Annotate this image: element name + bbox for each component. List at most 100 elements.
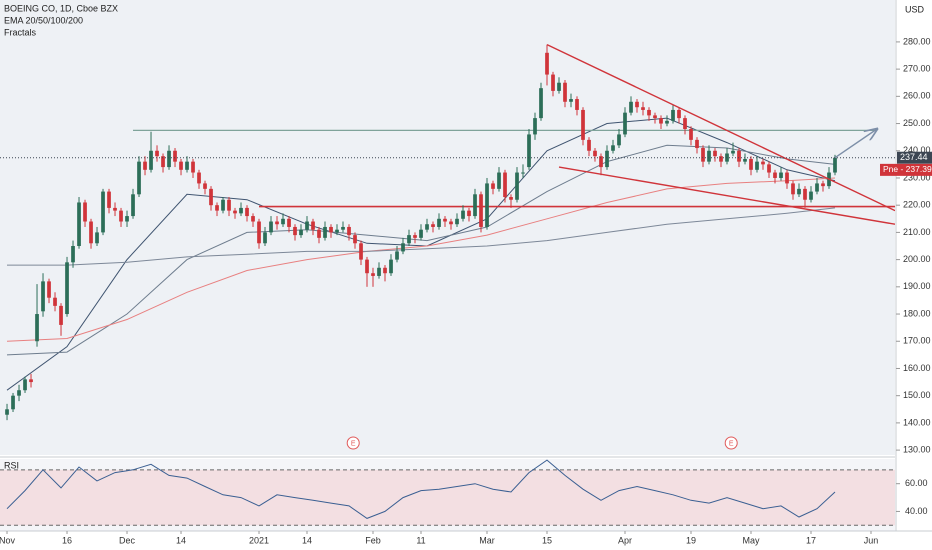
candle-body (731, 150, 735, 154)
candle-body (497, 172, 501, 189)
y-tick-label: 260.00 (903, 91, 931, 101)
candle-body (281, 218, 285, 225)
candle-body (431, 224, 435, 227)
candle-body (335, 229, 339, 233)
x-tick-label: 16 (62, 535, 72, 545)
alert-label: Pne - 237.39 (883, 164, 932, 174)
candle-body (617, 134, 621, 146)
candle-body (713, 150, 717, 157)
candle-body (311, 221, 315, 230)
candle-body (821, 183, 825, 187)
candle-body (359, 243, 363, 260)
candle-body (107, 191, 111, 208)
candle-body (305, 221, 309, 230)
candle-body (539, 88, 543, 119)
candle-body (143, 161, 147, 170)
candle-body (299, 229, 303, 236)
candle-body (203, 183, 207, 189)
x-tick-label: 14 (302, 535, 312, 545)
candle-body (371, 273, 375, 276)
rsi-label: RSI (4, 460, 19, 470)
candle-body (485, 183, 489, 227)
earnings-label: E (351, 440, 356, 447)
rsi-band (0, 469, 895, 526)
y-tick-label: 170.00 (903, 336, 931, 346)
candle-body (587, 139, 591, 151)
candle-body (749, 158, 753, 170)
x-tick-label: Nov (0, 535, 16, 545)
candle-body (329, 226, 333, 233)
y-tick-label: 270.00 (903, 63, 931, 73)
candle-body (41, 281, 45, 312)
last-price-label: 237.44 (900, 152, 928, 162)
candle-body (377, 267, 381, 276)
candle-body (179, 161, 183, 170)
candle-body (53, 297, 57, 306)
candle-body (413, 235, 417, 238)
trendline (834, 129, 877, 159)
candle-body (695, 139, 699, 149)
candle-body (389, 259, 393, 274)
candle-body (449, 221, 453, 225)
candle-body (77, 202, 81, 247)
candle-body (227, 199, 231, 211)
candle-body (395, 251, 399, 260)
candle-body (347, 226, 351, 236)
candle-body (119, 210, 123, 222)
candle-body (209, 188, 213, 206)
x-tick-label: Apr (618, 535, 632, 545)
candle-body (773, 172, 777, 178)
y-tick-label: 230.00 (903, 172, 931, 182)
rsi-tick-label: 40.00 (905, 506, 928, 516)
candle-body (185, 161, 189, 170)
candle-body (611, 145, 615, 151)
candle-body (791, 183, 795, 195)
candle-body (401, 243, 405, 252)
candle-body (155, 150, 159, 157)
candle-body (317, 229, 321, 238)
candle-body (659, 118, 663, 124)
candle-body (689, 128, 693, 140)
candle-body (521, 172, 525, 174)
ema-line (6, 177, 836, 342)
y-tick-label: 140.00 (903, 417, 931, 427)
candle-body (269, 221, 273, 233)
ema-line (7, 207, 836, 266)
candle-body (719, 156, 723, 162)
candle-body (575, 99, 579, 110)
x-tick-label: Dec (119, 535, 136, 545)
candle-body (551, 74, 555, 91)
candle-body (737, 150, 741, 162)
candle-body (527, 134, 531, 168)
x-tick-label: Feb (365, 535, 381, 545)
candle-body (59, 305, 63, 325)
candle-body (491, 183, 495, 189)
candle-body (131, 194, 135, 217)
candle-body (767, 164, 771, 173)
candle-body (89, 221, 93, 244)
candle-body (563, 82, 567, 102)
candle-body (257, 221, 261, 244)
last-price-box (897, 151, 932, 164)
candle-body (245, 207, 249, 217)
rsi-tick-label: 60.00 (905, 478, 928, 488)
candle-body (545, 52, 549, 75)
candle-body (323, 226, 327, 238)
candle-body (215, 205, 219, 211)
candle-body (809, 191, 813, 200)
candle-body (509, 197, 513, 200)
candle-body (95, 232, 99, 244)
candle-body (635, 101, 639, 108)
candle-body (83, 202, 87, 222)
y-tick-label: 200.00 (903, 254, 931, 264)
x-tick-label: 17 (806, 535, 816, 545)
candle-body (35, 314, 39, 342)
ema-line (6, 144, 836, 356)
candle-body (233, 210, 237, 214)
candle-body (707, 150, 711, 162)
main-pane (0, 0, 895, 455)
x-tick-label: May (742, 535, 760, 545)
rsi-plot (0, 459, 895, 526)
